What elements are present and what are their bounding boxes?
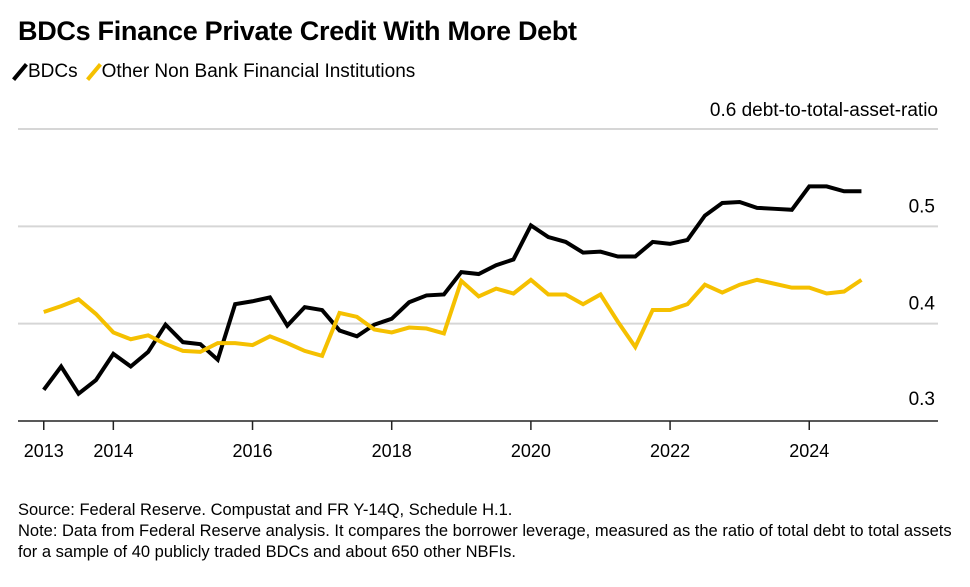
legend-item-bdcs: BDCs [12,61,78,83]
chart-title: BDCs Finance Private Credit With More De… [18,16,577,46]
data-note: Note: Data from Federal Reserve analysis… [18,522,952,561]
y-tick-label: 0.4 [909,294,936,315]
x-tick-label: 2024 [789,441,829,461]
legend-label-nbfi: Other Non Bank Financial Institutions [101,61,416,82]
y-tick-label: 0.6 debt-to-total-asset-ratio [710,100,938,121]
legend-item-nbfi: Other Non Bank Financial Institutions [85,61,416,83]
source-note: Source: Federal Reserve. Compustat and F… [18,501,513,519]
x-tick-label: 2018 [372,441,412,461]
x-tick-label: 2013 [24,441,64,461]
y-tick-label: 0.3 [909,389,935,410]
line-chart: 0.3 0.4 0.5 0.6 debt-to-total-asset-ratio 20… [18,100,938,461]
series-line-bdcs [42,184,862,397]
x-tick-label: 2020 [511,441,551,461]
legend: BDCs Other Non Bank Financial Institutio… [12,61,416,83]
legend-label-bdcs: BDCs [28,61,78,82]
series-line-nbfi [43,277,863,359]
x-tick-label: 2016 [233,441,273,461]
x-tick-label: 2022 [650,441,690,461]
y-tick-label: 0.5 [909,196,935,217]
footnotes: Source: Federal Reserve. Compustat and F… [18,500,970,563]
x-tick-label: 2014 [93,441,133,461]
